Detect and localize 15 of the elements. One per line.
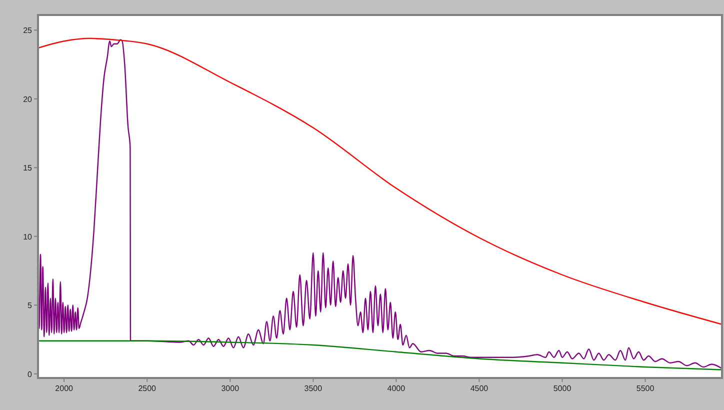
y-tick-label: 0	[28, 370, 33, 379]
y-tick-label: 10	[23, 232, 33, 242]
y-tick-label: 20	[23, 94, 33, 104]
x-tick-label: 3500	[304, 384, 323, 393]
x-tick-label: 5500	[636, 384, 655, 393]
y-tick-label: 25	[23, 26, 33, 36]
y-tick-label: 15	[23, 164, 33, 173]
x-tick-label: 4000	[387, 384, 406, 393]
x-tick-label: 4500	[470, 384, 489, 393]
x-tick-label: 5000	[553, 384, 572, 393]
x-tick-label: 2000	[55, 384, 74, 393]
line-series	[38, 340, 722, 370]
x-tick-label: 3000	[221, 384, 240, 393]
y-tick-label: 5	[28, 301, 33, 310]
x-tick-label: 2500	[138, 384, 157, 393]
